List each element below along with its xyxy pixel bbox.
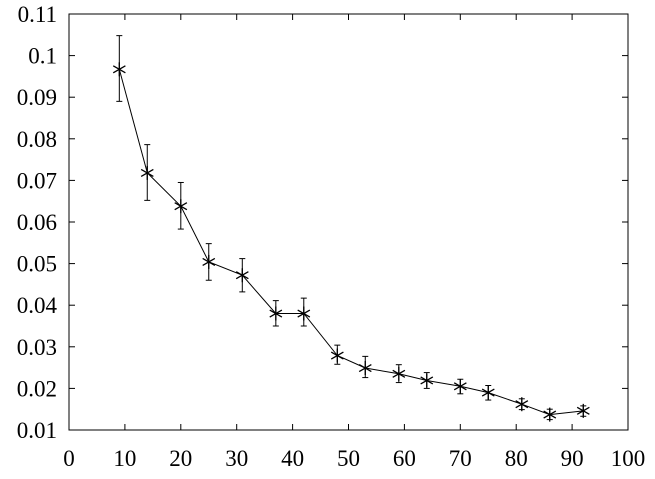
- x-tick-label: 30: [225, 446, 248, 471]
- data-point: [453, 379, 467, 394]
- ticks-layer: [68, 13, 629, 431]
- data-point: [140, 165, 154, 180]
- data-point: [269, 306, 283, 321]
- y-tick-label: 0.05: [17, 252, 57, 277]
- y-tick-label: 0.01: [17, 418, 57, 443]
- series-layer: [112, 35, 590, 422]
- marker-stroke: [202, 257, 216, 266]
- data-point: [235, 268, 249, 283]
- y-tick-label: 0.08: [17, 127, 57, 152]
- x-tick-label: 50: [337, 446, 360, 471]
- x-tick-label: 40: [281, 446, 304, 471]
- marker-stroke: [576, 406, 590, 415]
- x-tick-label: 10: [113, 446, 136, 471]
- data-point: [543, 407, 557, 422]
- x-tick-label: 90: [561, 446, 584, 471]
- marker-stroke: [515, 400, 529, 409]
- marker-stroke: [174, 202, 188, 211]
- marker-stroke: [392, 369, 406, 378]
- x-tick-label: 70: [449, 446, 472, 471]
- data-point: [202, 254, 216, 269]
- labels-layer: 0 10 20 30 40 50 60 70 80 90 100 0.01 0.02 0.03 0.04 0.…: [17, 2, 646, 471]
- series-line: [118, 69, 584, 416]
- y-tick-label: 0.11: [18, 2, 57, 27]
- data-point: [481, 385, 495, 400]
- marker-stroke: [420, 376, 434, 385]
- y-tick-label: 0.09: [17, 85, 57, 110]
- data-point: [297, 306, 311, 321]
- marker-stroke: [330, 351, 344, 360]
- marker-stroke: [269, 309, 283, 318]
- data-point: [576, 403, 590, 418]
- marker-stroke: [481, 388, 495, 397]
- plot-frame: [68, 13, 629, 431]
- data-point: [515, 397, 529, 412]
- x-tick-label: 0: [63, 446, 75, 471]
- data-point: [112, 62, 126, 77]
- marker-stroke: [358, 363, 372, 373]
- y-tick-label: 0.06: [17, 210, 57, 235]
- marker-stroke: [140, 168, 154, 177]
- marker-stroke: [543, 410, 557, 419]
- y-tick-label: 0.02: [17, 376, 57, 401]
- marker-stroke: [112, 65, 126, 74]
- x-tick-label: 80: [505, 446, 528, 471]
- data-point: [358, 361, 372, 376]
- data-point: [420, 373, 434, 388]
- x-tick-label: 60: [393, 446, 416, 471]
- marker-stroke: [235, 271, 249, 280]
- y-tick-label: 0.04: [17, 293, 58, 318]
- marker-stroke: [453, 382, 467, 391]
- marker-stroke: [297, 309, 311, 318]
- y-tick-label: 0.03: [17, 335, 57, 360]
- data-point: [330, 348, 344, 363]
- y-tick-label: 0.1: [28, 44, 57, 69]
- x-tick-label: 100: [611, 446, 646, 471]
- x-tick-label: 20: [169, 446, 192, 471]
- data-point: [174, 199, 188, 214]
- y-tick-label: 0.07: [17, 168, 57, 193]
- data-point: [392, 366, 406, 381]
